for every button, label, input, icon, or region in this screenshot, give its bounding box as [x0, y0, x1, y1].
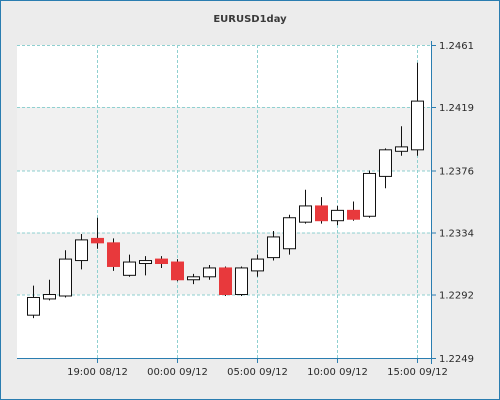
plot-band [17, 294, 431, 358]
candle-down [91, 217, 104, 249]
candle-up [395, 126, 408, 156]
candle-up [363, 170, 376, 218]
candle-up [27, 285, 40, 319]
candle-up [251, 254, 264, 277]
x-tick-label: 15:00 09/12 [387, 367, 448, 378]
candle-down [219, 266, 232, 296]
plot-band [17, 170, 431, 233]
y-tick-label: 1.2334 [439, 229, 474, 240]
candle-up [59, 250, 72, 298]
candle-body [251, 258, 264, 272]
x-tick-label: 05:00 09/12 [227, 367, 288, 378]
candle-up [75, 233, 88, 270]
candle-body [91, 237, 104, 244]
candle-up [379, 148, 392, 189]
candle-down [315, 197, 328, 224]
candle-body [267, 236, 280, 259]
y-tick-label: 1.2249 [439, 354, 474, 365]
candle-up [267, 231, 280, 261]
candle-down [171, 259, 184, 282]
candle-body [59, 258, 72, 297]
plot-band [17, 107, 431, 171]
x-tick-label: 19:00 08/12 [67, 367, 128, 378]
candle-body [331, 209, 344, 222]
x-tick-label: 00:00 09/12 [147, 367, 208, 378]
candles [27, 62, 424, 319]
candle-body [107, 242, 120, 267]
candle-body [411, 100, 424, 151]
candle-body [139, 260, 152, 265]
candle-body [171, 261, 184, 281]
candle-up [299, 189, 312, 224]
candle-body [379, 149, 392, 177]
candle-up [139, 256, 152, 276]
candle-up [123, 254, 136, 277]
candle-down [107, 238, 120, 271]
candle-up [283, 214, 296, 255]
candle-body [75, 239, 88, 262]
y-tick-label: 1.2292 [439, 291, 474, 302]
candle-body [283, 217, 296, 250]
candle-body [395, 146, 408, 152]
candle-down [155, 256, 168, 268]
y-tick-label: 1.2376 [439, 166, 474, 177]
candle-body [363, 172, 376, 217]
candle-up [331, 205, 344, 226]
y-tick-label: 1.2419 [439, 103, 474, 114]
candle-up [411, 62, 424, 156]
candle-body [155, 258, 168, 265]
candle-up [187, 273, 200, 285]
candle-up [203, 264, 216, 280]
chart-title: EURUSD1day [213, 14, 287, 25]
x-axis-ticks: 19:00 08/12 00:00 09/12 05:00 09/12 10:00 0… [67, 358, 448, 378]
y-axis-ticks: 1.2461 1.2419 1.2376 1.2334 1.2292 1.2249 [431, 41, 474, 365]
candle-body [43, 294, 56, 300]
candle-body [219, 267, 232, 296]
candle-down [347, 201, 360, 221]
candle-up [235, 266, 248, 296]
y-tick-label: 1.2461 [439, 41, 474, 52]
candle-body [299, 205, 312, 223]
axes [17, 41, 432, 364]
candle-body [315, 205, 328, 222]
candle-body [27, 296, 40, 316]
candle-body [187, 276, 200, 281]
candle-body [123, 261, 136, 276]
candle-body [347, 209, 360, 220]
plot-band [17, 45, 431, 108]
candle-body [203, 267, 216, 278]
candle-body [235, 267, 248, 296]
x-tick-label: 10:00 09/12 [307, 367, 368, 378]
candle-up [43, 279, 56, 301]
